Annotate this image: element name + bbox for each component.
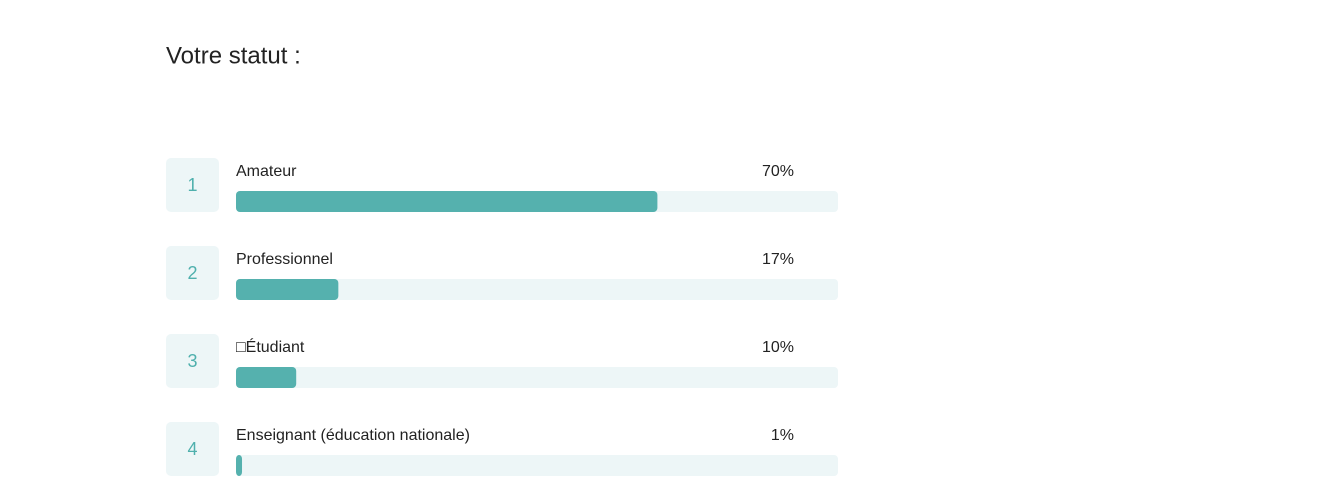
bar-track [236,367,838,388]
bar [236,279,339,300]
rank-box [166,422,219,476]
category-label: Amateur [236,163,297,180]
rank-box [166,334,219,388]
bar-track [236,279,838,300]
value-label: 1% [771,427,794,444]
rank-label: 2 [187,263,197,283]
bar [236,367,297,388]
rank-label: 1 [187,175,197,195]
bar [236,191,658,212]
rank-label: 4 [187,439,197,459]
bar [236,455,243,476]
category-label: □Étudiant [236,337,305,356]
rank-label: 3 [187,351,197,371]
rank-box [166,158,219,212]
value-label: 70% [762,163,794,180]
rank-box [166,246,219,300]
category-label: Professionnel [236,251,333,268]
category-label: Enseignant (éducation nationale) [236,427,470,444]
value-label: 17% [762,251,794,268]
bar-track [236,455,838,476]
chart-title: Votre statut : [166,42,301,69]
value-label: 10% [762,339,794,356]
